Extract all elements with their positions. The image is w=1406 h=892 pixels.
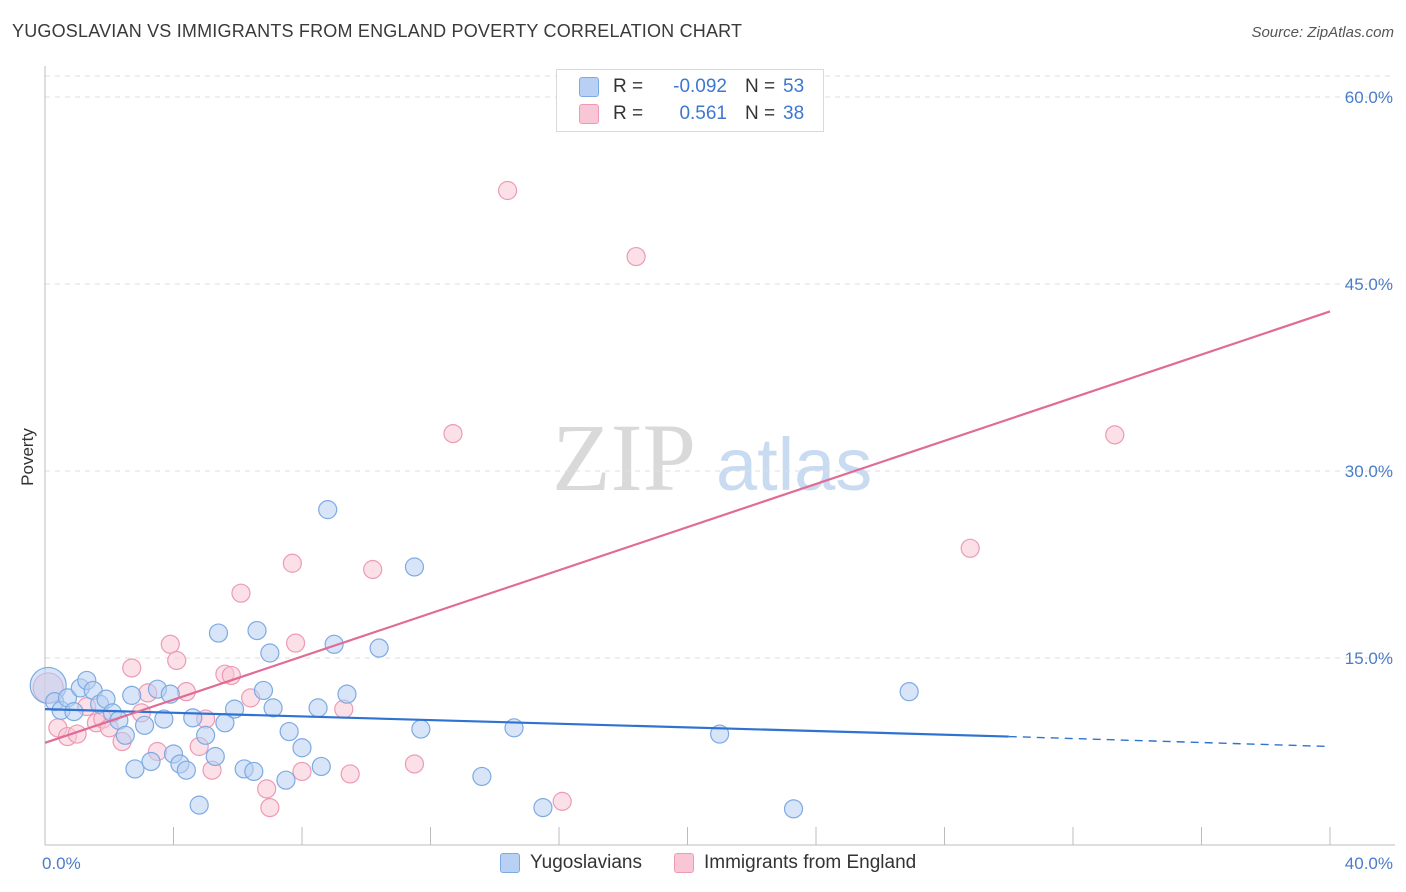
point-yugoslavians: [263, 698, 283, 718]
point-yugoslavians: [899, 682, 919, 702]
point-yugoslavians: [411, 719, 431, 739]
point-yugoslavians: [710, 724, 730, 744]
point-yugoslavians: [205, 746, 225, 767]
y-tick-label: 15.0%: [1345, 649, 1393, 668]
point-immigrants-from-england: [160, 634, 180, 654]
point-immigrants-from-england: [363, 559, 383, 580]
series-legend: Yugoslavians Immigrants from England: [500, 852, 948, 874]
point-immigrants-from-england: [626, 246, 646, 267]
point-yugoslavians: [176, 760, 196, 780]
series-yugoslavians: [29, 500, 919, 819]
grid: [45, 75, 1395, 659]
point-yugoslavians: [189, 795, 209, 815]
point-immigrants-from-england: [257, 779, 277, 799]
point-yugoslavians: [318, 500, 338, 520]
y-tick-label: 30.0%: [1345, 462, 1393, 481]
point-immigrants-from-england: [221, 665, 241, 686]
point-yugoslavians: [247, 620, 267, 641]
watermark: ZIP atlas: [552, 404, 872, 511]
legend-label: Immigrants from England: [703, 852, 917, 873]
point-yugoslavians: [134, 715, 155, 735]
legend-label: Yugoslavians: [530, 852, 642, 873]
point-immigrants-from-england: [285, 633, 306, 653]
point-yugoslavians: [308, 698, 328, 718]
watermark-atlas: atlas: [716, 423, 872, 506]
point-yugoslavians: [260, 643, 280, 663]
x-tick-label: 0.0%: [42, 854, 81, 873]
point-immigrants-from-england: [282, 553, 302, 573]
trend-lines: [44, 310, 1331, 748]
legend-item-immigrants-from-england[interactable]: Immigrants from England: [673, 852, 917, 874]
point-yugoslavians: [115, 725, 135, 745]
point-yugoslavians: [533, 797, 553, 818]
tick-labels: 15.0% 30.0% 45.0% 60.0% 0.0% 40.0%: [42, 88, 1393, 873]
x-tick-label: 40.0%: [1345, 854, 1393, 873]
legend-r-value: -0.092: [673, 76, 727, 97]
point-immigrants-from-england: [1105, 425, 1125, 445]
axes: [44, 66, 1395, 846]
point-yugoslavians: [324, 634, 344, 654]
point-yugoslavians: [337, 684, 357, 704]
legend-swatch-blue: [500, 853, 520, 873]
point-yugoslavians: [783, 799, 804, 819]
point-immigrants-from-england: [498, 180, 518, 201]
correlation-legend: R = -0.092 N = 53 R = 0.561 N = 38: [556, 69, 824, 132]
legend-n-value: 38: [783, 103, 805, 124]
legend-swatch-blue: [579, 77, 599, 97]
legend-r-label: R =: [613, 76, 644, 97]
point-immigrants-from-england: [340, 764, 360, 784]
source-label: Source: ZipAtlas.com: [1251, 24, 1394, 41]
point-yugoslavians: [404, 557, 425, 577]
point-immigrants-from-england: [122, 658, 142, 678]
point-immigrants-from-england: [552, 791, 572, 811]
point-immigrants-from-england: [231, 583, 251, 603]
chart-title: YUGOSLAVIAN VS IMMIGRANTS FROM ENGLAND P…: [12, 21, 743, 41]
y-axis-label: Poverty: [18, 428, 37, 486]
legend-n-value: 53: [783, 76, 805, 97]
legend-swatch-pink: [673, 853, 694, 873]
point-yugoslavians: [154, 709, 174, 729]
point-yugoslavians: [279, 721, 299, 742]
point-yugoslavians: [292, 738, 312, 758]
watermark-zip: ZIP: [552, 404, 696, 511]
point-yugoslavians: [196, 725, 216, 745]
point-yugoslavians: [122, 685, 142, 706]
point-yugoslavians: [208, 623, 229, 643]
y-tick-label: 45.0%: [1345, 275, 1393, 294]
point-yugoslavians: [64, 702, 84, 722]
point-yugoslavians: [369, 638, 389, 658]
point-yugoslavians: [311, 756, 331, 777]
point-yugoslavians: [253, 680, 274, 701]
point-yugoslavians: [183, 708, 203, 728]
legend-n-label: N =: [745, 76, 776, 97]
y-tick-label: 60.0%: [1345, 88, 1393, 107]
trend-line-immigrants-from-england: [44, 310, 1331, 744]
point-yugoslavians: [276, 770, 296, 790]
legend-row-immigrants-from-england: R = 0.561 N = 38: [579, 101, 804, 127]
trend-line-yugoslavians: [44, 708, 1009, 738]
legend-row-yugoslavians: R = -0.092 N = 53: [579, 74, 804, 100]
point-immigrants-from-england: [167, 650, 187, 671]
point-immigrants-from-england: [260, 797, 280, 818]
trend-line-yugoslavians-extension: [1008, 735, 1331, 748]
point-yugoslavians: [244, 761, 264, 782]
point-immigrants-from-england: [292, 761, 312, 782]
legend-swatch-pink: [579, 104, 599, 124]
legend-n-label: N =: [745, 103, 776, 124]
legend-item-yugoslavians[interactable]: Yugoslavians: [500, 852, 642, 874]
point-immigrants-from-england: [443, 424, 463, 444]
point-yugoslavians: [472, 766, 492, 787]
point-yugoslavians: [125, 759, 145, 779]
point-immigrants-from-england: [960, 538, 980, 558]
point-immigrants-from-england: [404, 754, 425, 774]
legend-r-label: R =: [613, 103, 644, 124]
point-yugoslavians: [141, 751, 161, 772]
legend-r-value: 0.561: [679, 103, 727, 124]
